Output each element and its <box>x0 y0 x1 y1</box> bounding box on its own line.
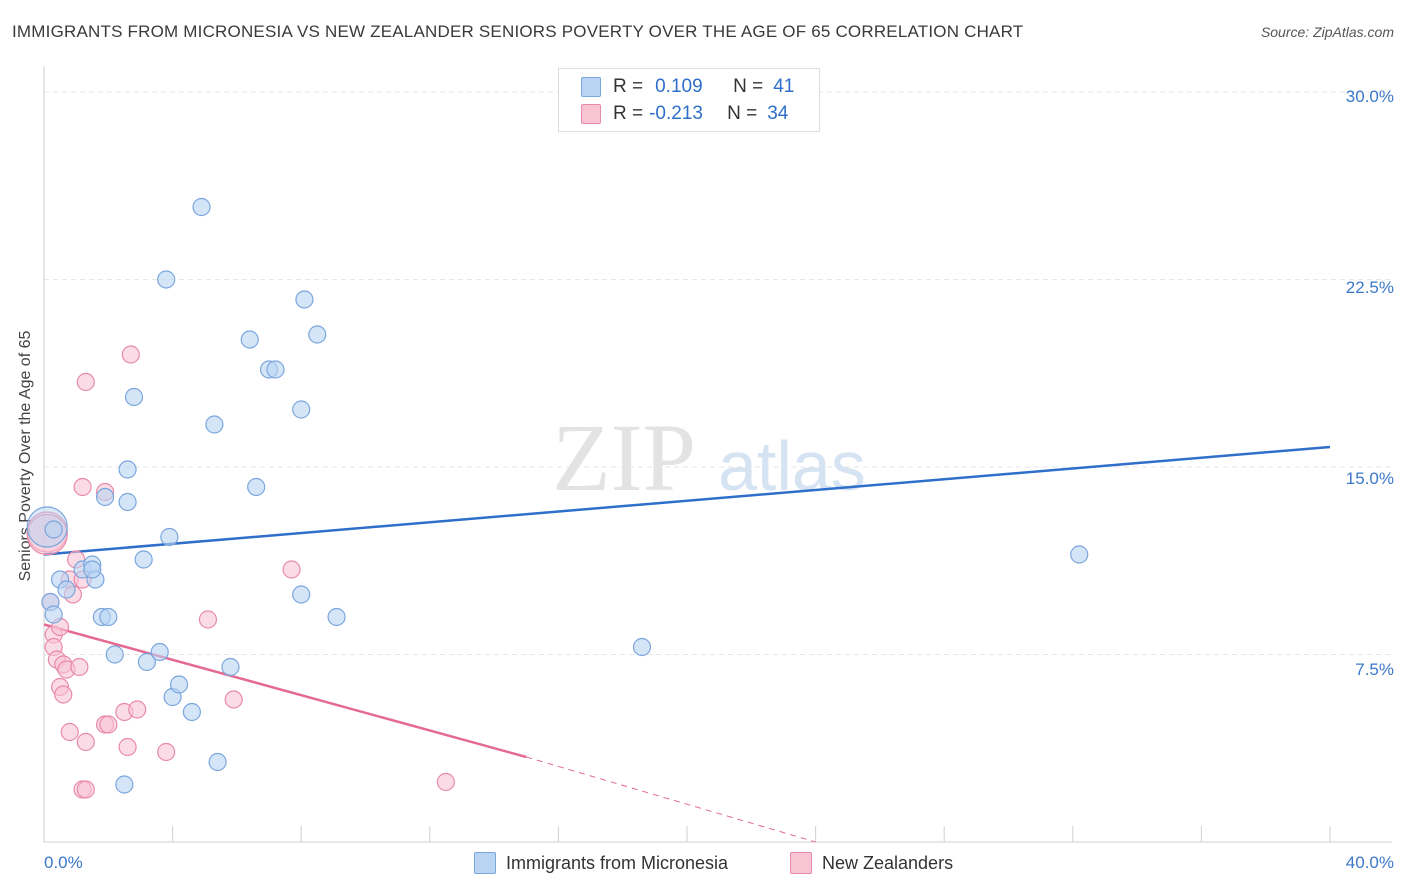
point-series2-25 <box>118 737 137 757</box>
point-series1-11 <box>105 645 124 664</box>
watermark-zip: ZIP <box>552 404 696 511</box>
watermark: ZIP atlas <box>552 404 866 511</box>
point-series2-28 <box>157 742 176 762</box>
point-series1-9 <box>99 607 118 627</box>
point-series1-40 <box>115 775 134 794</box>
legend-n-label-2: N = <box>727 103 758 124</box>
point-series1-26 <box>221 657 240 677</box>
stats-legend: R = 0.109 N = 41 R = -0.213 N = 34 <box>558 68 820 132</box>
axes <box>43 66 1392 843</box>
grid-lines <box>44 91 1392 655</box>
point-series1-19 <box>160 527 179 547</box>
bottom-legend-series1: Immigrants from Micronesia <box>474 852 728 874</box>
point-series2-14 <box>70 657 89 677</box>
legend-row-series2: R = -0.213 N = 34 <box>581 101 789 127</box>
point-series2-30 <box>224 690 243 709</box>
bottom-legend-label-series2: New Zealanders <box>822 852 954 873</box>
point-series1-32 <box>295 290 314 309</box>
bottom-legend-swatch-series1 <box>474 852 496 874</box>
point-series1-35 <box>327 607 346 627</box>
point-series1-23 <box>192 197 211 217</box>
point-series2-26 <box>121 345 140 364</box>
point-series1-15 <box>134 550 153 569</box>
point-series2-11 <box>60 722 79 742</box>
y-tick-label-7-5: 7.5% <box>1355 660 1394 679</box>
trendline-series2 <box>43 623 527 759</box>
bottom-legend-swatch-series2 <box>790 852 812 874</box>
y-tick-label-30: 30.0% <box>1345 87 1394 106</box>
legend-row-series1: R = 0.109 N = 41 <box>581 74 795 100</box>
legend-swatch-series1 <box>581 77 601 97</box>
point-series2-8 <box>54 685 73 704</box>
point-series1-2 <box>44 605 63 624</box>
point-series1-13 <box>118 492 137 512</box>
point-series1-18 <box>157 270 176 289</box>
point-series2-17 <box>76 732 95 752</box>
trendline-series1 <box>43 445 1331 556</box>
point-series1-17 <box>150 642 169 662</box>
point-series1-37 <box>1070 545 1089 564</box>
point-series1-27 <box>240 330 259 349</box>
chart-title: IMMIGRANTS FROM MICRONESIA VS NEW ZEALAN… <box>12 22 1024 41</box>
point-series1-34 <box>292 585 311 604</box>
bottom-legend-label-series1: Immigrants from Micronesia <box>506 852 729 873</box>
legend-r-value-2: -0.213 <box>649 103 703 124</box>
point-series2-18 <box>73 477 92 497</box>
point-series1-21 <box>169 675 189 694</box>
legend-r-value-1: 0.109 <box>655 76 703 97</box>
x-tick-label-min: 0.0% <box>44 853 83 872</box>
point-series1-10 <box>95 487 115 507</box>
point-series1-28 <box>247 477 266 497</box>
data-points <box>26 197 1089 799</box>
bottom-legend-series2: New Zealanders <box>790 852 953 874</box>
legend-r-label-1: R = <box>613 76 644 97</box>
point-series1-25 <box>208 752 227 772</box>
watermark-atlas: atlas <box>718 427 866 505</box>
legend-n-value-2: 34 <box>767 103 789 124</box>
point-series1-36 <box>632 637 652 657</box>
point-series1-33 <box>308 325 327 344</box>
point-series1-24 <box>205 415 224 434</box>
point-series1-30 <box>266 360 285 379</box>
point-series1-31 <box>292 400 311 419</box>
legend-n-value-1: 41 <box>773 76 795 97</box>
legend-r-label-2: R = <box>613 103 644 124</box>
point-series1-4 <box>57 580 76 599</box>
point-series2-32 <box>436 772 455 792</box>
point-series2-29 <box>198 610 218 629</box>
trendline-series2-extension <box>526 756 816 843</box>
point-series2-16 <box>76 372 95 392</box>
legend-n-label-1: N = <box>733 76 764 97</box>
point-series1-14 <box>124 387 144 407</box>
point-series2-20 <box>76 780 95 799</box>
point-series1-22 <box>182 702 201 722</box>
x-tick-label-max: 40.0% <box>1345 853 1394 872</box>
y-tick-label-15: 15.0% <box>1345 469 1394 488</box>
legend-swatch-series2 <box>581 104 601 124</box>
point-series2-23 <box>99 715 118 734</box>
point-series1-39 <box>83 560 102 579</box>
trend-lines <box>43 445 1331 843</box>
point-series1-38 <box>44 520 63 539</box>
y-tick-label-22-5: 22.5% <box>1345 278 1394 297</box>
source-label: Source: ZipAtlas.com <box>1260 24 1394 40</box>
point-series2-31 <box>282 560 301 579</box>
point-series1-16 <box>137 652 156 672</box>
point-series2-27 <box>128 700 147 719</box>
point-series1-12 <box>118 460 137 479</box>
